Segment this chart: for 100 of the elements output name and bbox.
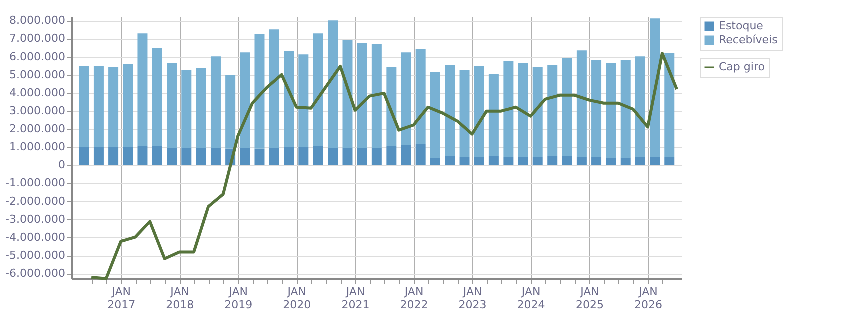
bar [518,63,528,158]
bar [606,158,616,166]
bar [430,72,440,158]
x-tick-label: JAN 2026 [634,286,662,312]
bar [474,157,484,166]
bar [284,147,294,166]
bar [606,63,616,158]
bar [504,61,514,158]
bar [518,157,528,166]
bar [401,52,412,146]
bar [167,63,178,148]
bar [445,65,456,156]
bar [328,20,338,148]
line-series [90,52,678,280]
x-tick-label: JAN 2025 [576,286,604,312]
x-tick-label: JAN 2023 [458,286,487,312]
bar [196,68,206,148]
legend-label: Estoque [719,20,764,32]
bar [635,56,646,158]
bar [416,144,426,166]
y-tick-label: 4.000.000 [10,86,66,100]
legend-label: Cap giro [719,60,766,74]
bar [488,156,499,166]
bar [210,148,221,166]
bar [532,67,543,158]
bar [416,50,426,144]
bar [196,148,206,166]
x-tick-label: JAN 2021 [342,286,370,312]
bar [328,148,338,166]
bar [138,146,148,166]
bar [167,148,178,166]
bar [108,67,119,148]
bar [562,156,572,166]
bar [284,52,294,148]
x-tick-label: JAN 2019 [224,286,253,312]
y-tick-label: -6.000.000 [6,267,66,280]
bar [562,58,572,156]
bar [342,40,353,148]
bar [504,157,514,166]
y-tick-label: 3.000.000 [10,104,66,118]
y-tick-label: 1.000.000 [10,140,66,154]
y-tick-label: 5.000.000 [10,68,66,82]
y-tick-label: 0 [58,158,66,172]
bar [548,65,558,156]
bar [445,156,456,166]
bar [313,146,324,166]
bar [342,148,353,166]
bar [664,54,675,158]
bar [254,148,265,166]
x-tick-label: JAN 2022 [400,286,428,312]
y-tick-label: -3.000.000 [6,212,66,226]
bar [269,30,280,148]
bar [152,48,162,146]
bar [94,147,104,166]
bar [576,50,587,158]
bar [182,148,192,166]
bar [79,147,90,166]
y-tick-label: 8.000.000 [10,14,66,28]
bar [576,157,587,166]
bar [664,157,675,166]
bar [650,157,660,166]
bar [254,34,265,149]
bar [182,70,192,148]
y-tick-label: -1.000.000 [6,176,66,190]
x-tick-label: JAN 2020 [283,286,312,312]
y-tick-label: 6.000.000 [10,50,66,64]
bar [152,146,162,166]
bar [401,145,412,166]
bar [210,56,221,148]
bar [430,158,440,166]
bar [474,66,484,158]
bar [592,60,602,158]
bar [313,34,324,146]
bar [298,147,309,166]
bar [620,60,631,158]
bar [94,66,104,148]
y-tick-label: -5.000.000 [6,249,66,262]
y-tick-label: -4.000.000 [6,230,66,244]
bar [460,157,470,166]
y-tick-label: -2.000.000 [6,194,66,208]
bar [357,148,368,166]
bar [269,148,280,166]
y-tick-label: 2.000.000 [10,122,66,136]
bar [532,157,543,166]
bar [357,44,368,148]
bar [108,147,119,166]
bar [592,157,602,166]
bar [620,158,631,166]
bar [372,148,382,166]
bar [386,146,397,166]
bar [123,64,134,148]
bar [460,70,470,158]
y-tick-label: 7.000.000 [10,32,66,46]
bar [240,148,250,166]
bar [79,66,90,148]
bar [488,74,499,156]
bar [635,157,646,166]
bar [372,44,382,148]
bar [123,147,134,166]
bar [298,54,309,148]
